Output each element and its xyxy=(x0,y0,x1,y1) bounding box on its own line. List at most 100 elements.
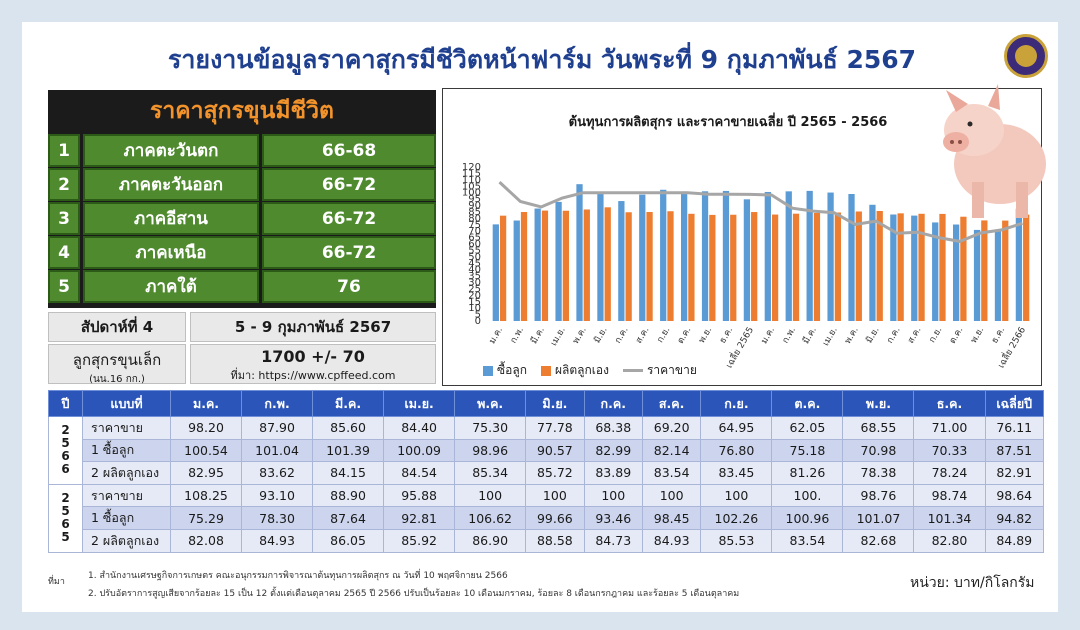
table-cell: 100 xyxy=(700,483,773,508)
table-cell: 82.80 xyxy=(913,528,986,553)
bar-buy-piglet xyxy=(932,222,939,321)
price-row-region: ภาคเหนือ xyxy=(83,236,259,269)
bar-own-breeding xyxy=(876,210,883,321)
table-cell: 84.73 xyxy=(583,528,643,553)
x-tick-label: พ.ย. xyxy=(697,326,714,346)
table-cell: 100.09 xyxy=(383,438,456,463)
legend-swatch-icon xyxy=(540,365,551,376)
bar-own-breeding xyxy=(834,212,842,321)
table-cell: 106.62 xyxy=(454,506,527,530)
table-cell: 90.57 xyxy=(525,438,585,463)
x-tick-label: ส.ค. xyxy=(906,326,923,346)
price-row-price: 76 xyxy=(262,270,436,303)
legend-label: ราคาขาย xyxy=(646,363,697,377)
y-tick-label: 115 xyxy=(462,168,481,179)
bar-own-breeding xyxy=(1002,220,1009,321)
table-cell: 76.11 xyxy=(984,416,1044,440)
y-tick-label: 40 xyxy=(468,265,481,276)
y-tick-label: 15 xyxy=(468,297,481,308)
bar-own-breeding xyxy=(855,211,862,321)
price-panel-heading: ราคาสุกรขุนมีชีวิต xyxy=(150,98,334,124)
table-row: 2 ผลิตลูกเอง 82.95 83.62 84.15 84.54 85.34 85.… xyxy=(49,461,1044,485)
bar-own-breeding xyxy=(751,212,758,321)
bar-buy-piglet xyxy=(597,193,604,321)
x-tick-label: ก.ย. xyxy=(928,326,945,345)
price-row-number: 1 xyxy=(48,134,80,167)
legend-label: ผลิตลูกเอง xyxy=(554,363,609,377)
table-cell: 83.54 xyxy=(771,528,844,553)
x-tick-label: ต.ค. xyxy=(948,326,965,346)
table-cell: 101.39 xyxy=(312,438,385,463)
x-tick-label: ม.ค. xyxy=(488,326,506,346)
table-cell: 82.14 xyxy=(641,438,702,463)
bar-buy-piglet xyxy=(639,194,646,321)
bar-own-breeding xyxy=(646,212,653,321)
price-row-price: 66-72 xyxy=(262,236,436,269)
x-tick-label: มี.ค. xyxy=(801,325,819,346)
cost-chart: 0 5 10 15 20 25 30 35 40 45 50 55 60 65 70 75 80 85 90 95 10… xyxy=(442,88,1042,386)
live-pig-price-panel: ราคาสุกรขุนมีชีวิต 1 ภาคตะวันตก 66-68 2 … xyxy=(48,90,436,308)
price-row-price: 66-72 xyxy=(262,202,436,235)
table-cell: 100 xyxy=(641,483,702,508)
table-cell: 100.54 xyxy=(169,438,243,463)
y-tick-label: 60 xyxy=(468,239,481,250)
table-header-cell: ต.ค. xyxy=(771,390,844,417)
footnote-1: 1. สำนักงานเศรษฐกิจการเกษตร คณะอนุกรรมกา… xyxy=(88,571,508,581)
piglet-info: ลูกสุกรขุนเล็ก (นน.16 กก.) 1700 +/- 70 ท… xyxy=(48,344,436,385)
table-cell: 100 xyxy=(454,483,527,508)
table-cell: 102.26 xyxy=(700,506,773,530)
x-tick-label: มิ.ย. xyxy=(864,325,882,345)
table-cell: 85.92 xyxy=(383,528,456,553)
bar-buy-piglet xyxy=(785,191,792,321)
bar-own-breeding xyxy=(688,213,695,321)
table-cell: 82.91 xyxy=(984,461,1044,485)
y-tick-label: 80 xyxy=(468,213,481,224)
bar-buy-piglet xyxy=(660,189,667,321)
x-tick-label: พ.ค. xyxy=(843,326,861,346)
y-tick-label: 0 xyxy=(475,316,481,327)
price-row: 4 ภาคเหนือ 66-72 xyxy=(48,236,436,269)
y-tick-label: 25 xyxy=(468,284,481,295)
table-header-cell: เม.ย. xyxy=(383,390,456,417)
bar-own-breeding xyxy=(667,211,674,321)
x-tick-label: มี.ค. xyxy=(529,325,547,346)
row-label: 1 ซื้อลูก xyxy=(82,506,171,530)
table-cell: 85.53 xyxy=(700,528,773,553)
y-tick-label: 55 xyxy=(468,245,481,256)
price-row-region: ภาคใต้ xyxy=(83,270,259,303)
table-header-cell: มิ.ย. xyxy=(525,390,585,417)
table-row: 1 ซื้อลูก 75.29 78.30 87.64 92.81 106.62 99.66… xyxy=(49,506,1044,530)
price-row: 1 ภาคตะวันตก 66-68 xyxy=(48,134,436,167)
piglet-label-box: ลูกสุกรขุนเล็ก (นน.16 กก.) xyxy=(48,344,186,385)
x-tick-label: ธ.ค. xyxy=(990,326,1007,346)
table-header-cell: แบบที่ xyxy=(82,390,171,417)
table-cell: 82.95 xyxy=(169,461,243,485)
legend-item: ผลิตลูกเอง xyxy=(540,361,609,380)
bar-buy-piglet xyxy=(722,190,730,321)
price-row-region: ภาคตะวันออก xyxy=(83,168,259,201)
y-tick-label: 50 xyxy=(468,252,481,263)
y-tick-label: 10 xyxy=(468,303,481,314)
cost-table: ปี แบบที่ ม.ค. ก.พ. มี.ค. เม.ย. พ.ค. มิ.ย. ก.ค. ส… xyxy=(48,390,1044,553)
y-tick-label: 85 xyxy=(468,207,481,218)
y-tick-label: 100 xyxy=(462,188,481,199)
x-tick-label: ก.ย. xyxy=(656,326,673,345)
table-header-cell: พ.ค. xyxy=(454,390,527,417)
piglet-price: 1700 +/- 70 xyxy=(261,347,365,366)
bar-own-breeding xyxy=(562,210,570,321)
table-cell: 100. xyxy=(771,483,844,508)
year-cell: 2566 xyxy=(48,416,83,485)
table-cell: 70.98 xyxy=(842,438,915,463)
table-cell: 83.45 xyxy=(700,461,773,485)
x-tick-label: ก.ค. xyxy=(885,326,902,346)
table-cell: 88.58 xyxy=(525,528,585,553)
bar-buy-piglet xyxy=(869,204,876,321)
table-cell: 98.76 xyxy=(842,483,915,508)
table-cell: 84.89 xyxy=(984,528,1044,553)
y-tick-label: 5 xyxy=(475,310,481,321)
table-cell: 76.80 xyxy=(700,438,773,463)
table-cell: 93.10 xyxy=(241,483,314,508)
y-tick-label: 65 xyxy=(468,233,481,244)
bar-own-breeding xyxy=(897,213,904,321)
bar-buy-piglet xyxy=(973,229,981,321)
